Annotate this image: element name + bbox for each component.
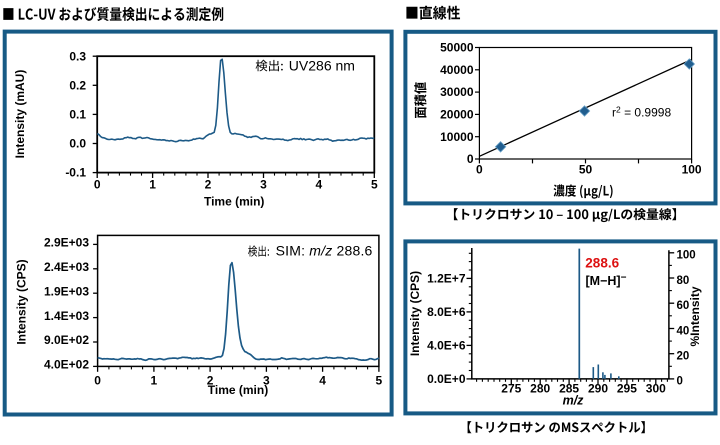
svg-text:50: 50	[579, 162, 593, 176]
svg-text:0.1: 0.1	[69, 108, 86, 122]
svg-text:100: 100	[682, 162, 702, 176]
svg-text:-0.1: -0.1	[65, 166, 86, 180]
svg-text:4.0E+02: 4.0E+02	[44, 358, 89, 372]
svg-text:Time (min): Time (min)	[208, 383, 268, 397]
svg-text:290: 290	[588, 381, 608, 395]
svg-text:20: 20	[677, 351, 690, 363]
svg-text:3: 3	[263, 373, 270, 387]
svg-text:50000: 50000	[440, 41, 474, 55]
svg-text:0: 0	[677, 376, 683, 388]
svg-text:2.9E+03: 2.9E+03	[44, 236, 89, 250]
svg-text:%Intensity: %Intensity	[688, 286, 702, 346]
svg-text:285: 285	[559, 381, 579, 395]
svg-text:280: 280	[530, 381, 550, 395]
svg-text:2.4E+03: 2.4E+03	[44, 260, 89, 274]
svg-text:20000: 20000	[440, 108, 474, 122]
svg-text:0.0: 0.0	[69, 137, 86, 151]
svg-text:3: 3	[260, 177, 267, 191]
svg-text:0: 0	[94, 177, 101, 191]
svg-text:0.2: 0.2	[69, 78, 86, 92]
svg-text:30000: 30000	[440, 85, 474, 99]
svg-text:5: 5	[376, 373, 383, 387]
svg-text:UV286 nm: UV286 nm	[289, 57, 355, 73]
svg-text:100: 100	[677, 250, 696, 262]
svg-text:10000: 10000	[440, 130, 474, 144]
svg-text:1: 1	[149, 177, 156, 191]
svg-text:0: 0	[467, 152, 474, 166]
svg-text:1.2E+7: 1.2E+7	[427, 272, 466, 286]
svg-text:0.0E+0: 0.0E+0	[427, 372, 466, 386]
svg-text:2: 2	[207, 373, 214, 387]
svg-text:275: 275	[501, 381, 521, 395]
svg-text:0: 0	[94, 373, 101, 387]
svg-text:Intensity (CPS): Intensity (CPS)	[15, 259, 29, 344]
svg-text:4: 4	[316, 177, 323, 191]
svg-text:0.3: 0.3	[69, 49, 86, 63]
svg-text:295: 295	[617, 381, 637, 395]
svg-text:60: 60	[677, 300, 690, 312]
svg-text:r2 = 0.9998: r2 = 0.9998	[612, 105, 671, 120]
svg-text:2: 2	[205, 177, 212, 191]
svg-text:SIM: m/z 288.6: SIM: m/z 288.6	[276, 243, 373, 259]
svg-text:8.0E+6: 8.0E+6	[427, 305, 466, 319]
svg-text:40000: 40000	[440, 63, 474, 77]
svg-text:4: 4	[319, 373, 326, 387]
svg-text:Intensity (CPS): Intensity (CPS)	[408, 271, 422, 356]
svg-text:80: 80	[677, 275, 690, 287]
svg-text:300: 300	[646, 381, 666, 395]
svg-text:288.6: 288.6	[585, 256, 619, 271]
svg-text:Time (min): Time (min)	[204, 194, 264, 208]
svg-text:1.4E+03: 1.4E+03	[44, 309, 89, 323]
svg-text:5: 5	[371, 177, 378, 191]
svg-text:Intensity (mAU): Intensity (mAU)	[13, 70, 27, 159]
svg-text:1: 1	[151, 373, 158, 387]
svg-text:9.0E+02: 9.0E+02	[44, 333, 89, 347]
svg-text:1.9E+03: 1.9E+03	[44, 284, 89, 298]
svg-text:m/z: m/z	[563, 393, 585, 407]
svg-text:4.0E+6: 4.0E+6	[427, 339, 466, 353]
svg-text:0: 0	[476, 162, 483, 176]
svg-text:[M−H]−: [M−H]−	[586, 272, 627, 288]
svg-text:40: 40	[677, 325, 690, 337]
